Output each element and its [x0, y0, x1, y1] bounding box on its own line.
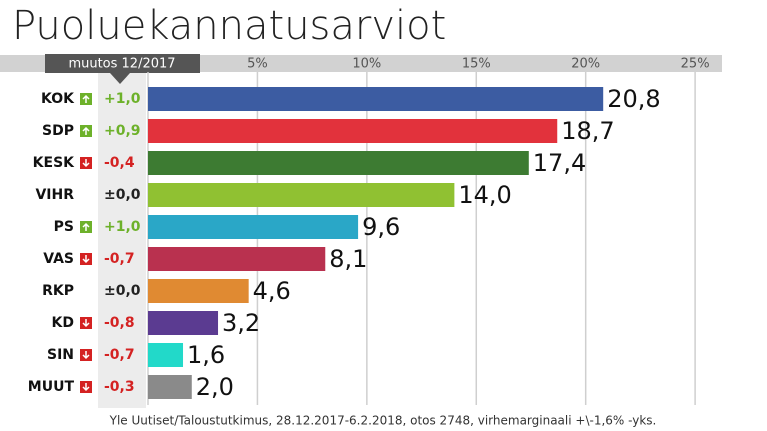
change-label: +1,0 [104, 219, 141, 235]
x-tick-label: 15% [462, 57, 491, 72]
x-tick-label: 10% [352, 57, 381, 72]
bar [148, 343, 184, 367]
change-header-pointer [110, 73, 130, 84]
change-arrow [82, 159, 90, 168]
change-label: +0,9 [104, 123, 141, 139]
change-header-box [45, 54, 200, 73]
value-label: 8,1 [329, 245, 367, 273]
category-label: KD [52, 315, 74, 331]
change-arrow [82, 126, 90, 135]
category-label: VIHR [35, 187, 74, 203]
change-arrow [82, 319, 90, 328]
category-label: SIN [47, 347, 74, 363]
value-label: 14,0 [458, 181, 511, 209]
bar [148, 375, 192, 399]
change-arrow [82, 351, 90, 360]
change-arrow [82, 383, 90, 392]
bar [148, 311, 219, 335]
source-note: Yle Uutiset/Taloustutkimus, 28.12.2017-6… [109, 414, 657, 428]
value-label: 2,0 [196, 373, 234, 401]
x-tick-label: 25% [681, 57, 710, 72]
change-label: -0,8 [104, 315, 135, 331]
value-label: 17,4 [533, 149, 586, 177]
category-label: VAS [43, 251, 74, 267]
change-label: -0,3 [104, 379, 135, 395]
value-label: 18,7 [561, 117, 614, 145]
chart-title: Puoluekannatusarviot [12, 3, 446, 49]
bar [148, 151, 529, 175]
change-label: -0,4 [104, 155, 135, 171]
change-header: muutos 12/2017 [68, 57, 175, 72]
category-label: MUUT [28, 379, 75, 395]
change-arrow [82, 94, 90, 103]
bar [148, 215, 359, 239]
value-label: 4,6 [253, 277, 291, 305]
bar [148, 247, 326, 271]
value-label: 20,8 [607, 85, 660, 113]
category-label: PS [54, 219, 74, 235]
change-label: +1,0 [104, 91, 141, 107]
bar [148, 183, 455, 207]
value-label: 3,2 [222, 309, 260, 337]
value-label: 9,6 [362, 213, 400, 241]
category-label: SDP [42, 123, 74, 139]
change-arrow [82, 255, 90, 264]
bar [148, 279, 249, 303]
change-label: ±0,0 [104, 187, 141, 203]
change-column [98, 72, 146, 408]
category-label: RKP [42, 283, 74, 299]
change-label: -0,7 [104, 347, 135, 363]
change-label: -0,7 [104, 251, 135, 267]
change-label: ±0,0 [104, 283, 141, 299]
x-tick-label: 20% [571, 57, 600, 72]
category-label: KOK [41, 91, 75, 107]
category-label: KESK [33, 155, 75, 171]
change-arrow [82, 222, 90, 231]
value-label: 1,6 [187, 341, 225, 369]
bar [148, 87, 604, 111]
x-tick-label: 5% [247, 57, 268, 72]
bar [148, 119, 558, 143]
